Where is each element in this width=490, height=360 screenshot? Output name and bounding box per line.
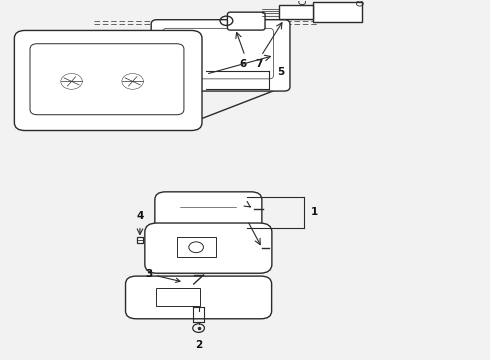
Bar xyxy=(314,3,362,22)
FancyBboxPatch shape xyxy=(14,31,202,131)
FancyBboxPatch shape xyxy=(145,223,272,273)
Text: 3: 3 xyxy=(145,269,180,282)
FancyBboxPatch shape xyxy=(125,276,271,319)
Text: 4: 4 xyxy=(136,211,144,221)
Bar xyxy=(156,288,200,306)
Text: 1: 1 xyxy=(311,207,318,217)
Text: 5: 5 xyxy=(277,67,284,77)
Text: 7: 7 xyxy=(255,59,262,69)
FancyBboxPatch shape xyxy=(227,12,265,30)
Text: 2: 2 xyxy=(195,339,202,350)
Bar xyxy=(176,237,216,257)
FancyBboxPatch shape xyxy=(30,44,184,115)
FancyBboxPatch shape xyxy=(151,20,290,91)
FancyBboxPatch shape xyxy=(163,28,273,79)
FancyBboxPatch shape xyxy=(155,192,262,231)
Text: 6: 6 xyxy=(239,59,246,69)
Bar xyxy=(279,5,314,19)
